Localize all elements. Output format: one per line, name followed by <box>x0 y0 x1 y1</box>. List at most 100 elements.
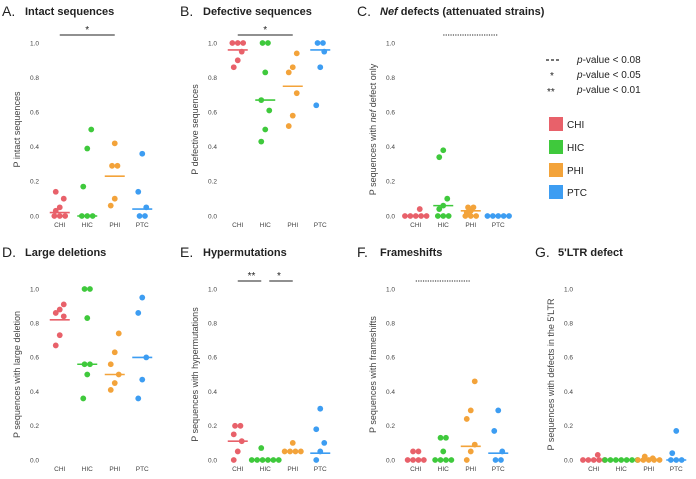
data-point-phi <box>289 440 296 446</box>
y-tick-label: 1.0 <box>386 286 395 293</box>
panel-title-text: Frameshifts <box>380 247 442 259</box>
data-point-phi <box>285 69 292 76</box>
data-point-hic <box>81 286 88 292</box>
legend-label-hic: HIC <box>567 143 584 154</box>
data-point-phi <box>293 90 300 97</box>
data-point-chi <box>416 206 423 212</box>
data-point-ptc <box>321 440 328 446</box>
data-point-ptc <box>320 40 326 46</box>
data-point-hic <box>445 213 452 219</box>
data-point-hic <box>265 40 271 46</box>
data-point-hic <box>88 126 95 133</box>
panel-title: Large deletions <box>25 247 106 259</box>
data-point-chi <box>410 448 416 455</box>
x-tick-label: PHI <box>109 222 120 229</box>
sig-legend-label-3-text: -value < 0.01 <box>583 85 642 96</box>
data-point-hic <box>602 457 608 463</box>
y-tick-label: 1.0 <box>386 40 395 47</box>
y-tick-label: 0.0 <box>386 457 395 464</box>
data-point-ptc <box>506 213 512 219</box>
panel-title: Frameshifts <box>380 247 442 259</box>
x-tick-label: PTC <box>136 466 149 473</box>
y-axis-label: P defective sequences <box>190 84 200 175</box>
data-point-ptc <box>142 213 148 219</box>
panel-letter: F. <box>357 244 368 260</box>
data-point-hic <box>80 395 87 402</box>
y-tick-label: 0.4 <box>30 144 39 151</box>
x-tick-label: PTC <box>136 222 149 229</box>
y-axis-label-part: defect only <box>368 63 378 110</box>
data-point-hic <box>258 445 265 451</box>
panel-letter: B. <box>180 3 193 19</box>
data-point-ptc <box>313 102 320 109</box>
y-tick-label: 0.6 <box>208 110 217 117</box>
x-tick-label: HIC <box>438 222 450 229</box>
data-point-ptc <box>313 457 320 463</box>
data-point-chi <box>229 40 236 46</box>
y-tick-label: 0.2 <box>208 179 217 186</box>
y-axis-label: P sequences with defects in the 5'LTR <box>546 298 556 450</box>
data-point-phi <box>114 162 121 169</box>
group-legend: CHI HIC PHI PTC <box>549 117 587 199</box>
sig-legend-label-1: p-value < 0.08 <box>576 55 641 66</box>
x-tick-label: HIC <box>82 222 94 229</box>
sig-legend-star: * <box>550 71 554 82</box>
data-point-chi <box>56 306 63 313</box>
x-tick-label: PTC <box>492 222 505 229</box>
x-tick-label: PHI <box>643 466 654 473</box>
panel-title-text: defects (attenuated strains) <box>398 6 545 18</box>
data-point-phi <box>467 213 474 219</box>
data-point-chi <box>230 64 237 71</box>
data-point-chi <box>234 57 241 64</box>
x-tick-label: HIC <box>616 466 628 473</box>
data-point-chi <box>580 457 586 463</box>
data-point-phi <box>107 361 114 368</box>
data-point-chi <box>62 213 69 219</box>
y-axis-label: P sequences with nef defect only <box>368 63 378 195</box>
data-point-chi <box>60 301 67 308</box>
legend-label-chi: CHI <box>567 120 584 131</box>
y-tick-label: 0.2 <box>386 179 395 186</box>
data-point-ptc <box>317 405 324 412</box>
panel-b: B. Defective sequences 0.0 0.2 0.4 0.6 0.8 1.0 P… <box>180 3 331 229</box>
legend-label-ptc: PTC <box>567 188 587 199</box>
x-tick-label: CHI <box>588 466 599 473</box>
panels: A. Intact sequences 0.0 0.2 0.4 0.6 0.8 1.0 P in… <box>2 3 687 473</box>
x-tick-label: HIC <box>260 222 272 229</box>
data-point-hic <box>440 147 447 154</box>
data-point-phi <box>111 380 118 386</box>
data-point-phi <box>463 416 470 422</box>
y-tick-label: 0.2 <box>30 179 39 186</box>
sig-legend-label-3: p-value < 0.01 <box>576 85 641 96</box>
data-point-ptc <box>669 450 676 457</box>
data-point-hic <box>87 286 93 292</box>
data-point-hic <box>440 213 447 219</box>
x-tick-label: CHI <box>410 222 421 229</box>
y-tick-label: 0.8 <box>564 321 573 328</box>
panel-g: G. 5'LTR defect 0.0 0.2 0.4 0.6 0.8 1.0 P sequen… <box>535 244 687 473</box>
y-axis-label: P sequences with frameshifts <box>368 316 378 433</box>
data-point-chi <box>51 213 58 219</box>
y-tick-label: 0.0 <box>564 457 573 464</box>
y-tick-label: 0.0 <box>386 213 395 220</box>
x-tick-label: CHI <box>54 466 65 473</box>
panel-title-text: Defective sequences <box>203 6 312 18</box>
x-tick-label: PHI <box>465 222 476 229</box>
data-point-ptc <box>135 310 142 316</box>
x-tick-label: PHI <box>287 466 298 473</box>
data-point-hic <box>84 315 91 321</box>
y-tick-label: 0.4 <box>564 389 573 396</box>
data-point-chi <box>52 342 59 349</box>
significance-legend: p-value < 0.08 * p-value < 0.05 ** p-val… <box>546 55 641 98</box>
data-point-chi <box>52 310 59 316</box>
data-point-ptc <box>313 426 320 433</box>
data-point-phi <box>285 123 292 129</box>
data-point-chi <box>415 448 422 455</box>
data-point-phi <box>463 457 470 463</box>
y-tick-label: 1.0 <box>208 286 217 293</box>
y-tick-label: 1.0 <box>30 286 39 293</box>
data-point-ptc <box>673 428 680 434</box>
panel-a: A. Intact sequences 0.0 0.2 0.4 0.6 0.8 1.0 P in… <box>2 3 153 229</box>
y-tick-label: 0.8 <box>208 321 217 328</box>
data-point-ptc <box>314 40 321 46</box>
